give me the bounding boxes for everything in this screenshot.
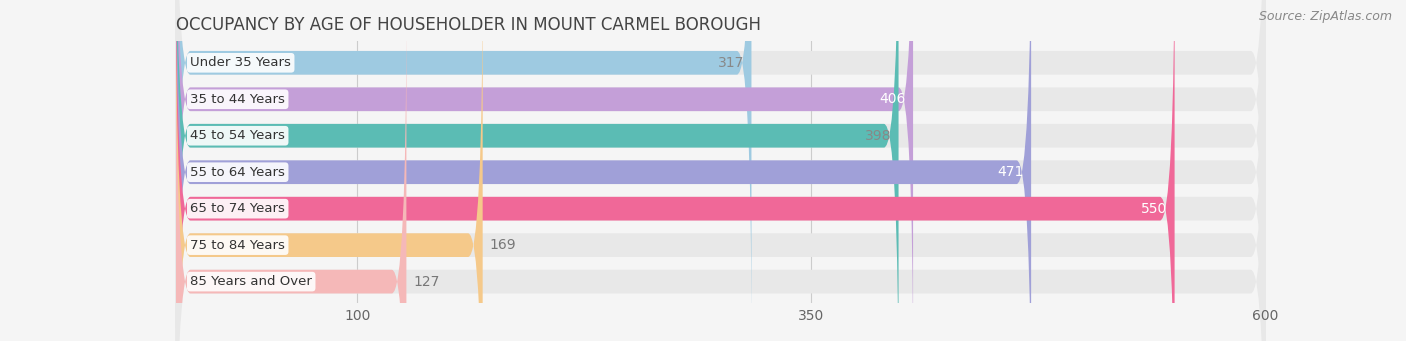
Text: 55 to 64 Years: 55 to 64 Years <box>190 166 285 179</box>
Text: 169: 169 <box>489 238 516 252</box>
Text: 550: 550 <box>1142 202 1167 216</box>
FancyBboxPatch shape <box>176 2 1265 341</box>
Text: Under 35 Years: Under 35 Years <box>190 56 291 69</box>
Text: 65 to 74 Years: 65 to 74 Years <box>190 202 285 215</box>
Text: 471: 471 <box>997 165 1024 179</box>
FancyBboxPatch shape <box>176 0 912 341</box>
Text: 45 to 54 Years: 45 to 54 Years <box>190 129 285 142</box>
Text: OCCUPANCY BY AGE OF HOUSEHOLDER IN MOUNT CARMEL BOROUGH: OCCUPANCY BY AGE OF HOUSEHOLDER IN MOUNT… <box>176 16 761 34</box>
FancyBboxPatch shape <box>176 0 751 341</box>
FancyBboxPatch shape <box>176 0 898 341</box>
Text: 398: 398 <box>865 129 891 143</box>
FancyBboxPatch shape <box>176 0 1265 341</box>
Text: 85 Years and Over: 85 Years and Over <box>190 275 312 288</box>
Text: 317: 317 <box>718 56 744 70</box>
Text: 406: 406 <box>879 92 905 106</box>
Text: 35 to 44 Years: 35 to 44 Years <box>190 93 285 106</box>
FancyBboxPatch shape <box>176 0 1265 341</box>
FancyBboxPatch shape <box>176 0 1265 341</box>
FancyBboxPatch shape <box>176 0 1265 341</box>
FancyBboxPatch shape <box>176 0 1265 341</box>
Text: 75 to 84 Years: 75 to 84 Years <box>190 239 285 252</box>
FancyBboxPatch shape <box>176 0 1174 341</box>
FancyBboxPatch shape <box>176 0 1031 341</box>
Text: 127: 127 <box>413 275 440 288</box>
FancyBboxPatch shape <box>176 0 1265 341</box>
FancyBboxPatch shape <box>176 0 482 341</box>
FancyBboxPatch shape <box>176 2 406 341</box>
Text: Source: ZipAtlas.com: Source: ZipAtlas.com <box>1258 10 1392 23</box>
